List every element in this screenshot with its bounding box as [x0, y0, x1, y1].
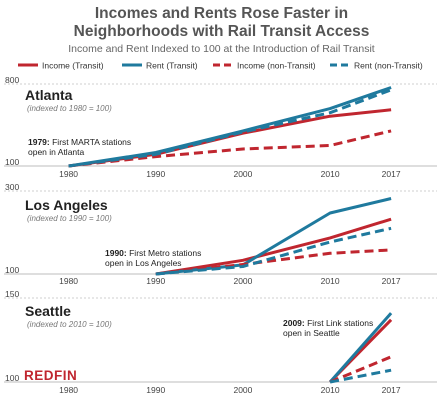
chart-title-line1: Incomes and Rents Rose Faster in [94, 5, 349, 22]
x-tick-label: 1980 [59, 385, 78, 395]
legend-label: Income (Transit) [42, 61, 104, 71]
annotation-line1: 1990: First Metro stations [105, 248, 201, 258]
x-tick-label: 2000 [233, 169, 252, 179]
x-tick-label: 2000 [233, 385, 252, 395]
x-tick-label: 1990 [146, 385, 165, 395]
x-tick-label: 1980 [59, 169, 78, 179]
x-tick-label: 1990 [146, 169, 165, 179]
y-tick-label: 100 [5, 373, 19, 383]
redfin-logo: REDFIN [24, 368, 77, 383]
y-tick-label: 300 [5, 182, 19, 192]
annotation-line2: open in Seattle [283, 328, 340, 338]
legend-label: Rent (Transit) [146, 61, 198, 71]
annotation-line2: open in Atlanta [28, 147, 85, 157]
annotation-line1: 2009: First Link stations [283, 318, 373, 328]
series-line [68, 88, 392, 168]
x-tick-label: 2017 [382, 169, 401, 179]
annotation-line1: 1979: First MARTA stations [28, 137, 131, 147]
annotation-line2: open in Los Angeles [105, 258, 182, 268]
y-tick-label: 150 [5, 289, 19, 299]
series-line [155, 217, 392, 276]
x-tick-label: 2010 [321, 276, 340, 286]
x-tick-label: 2010 [321, 385, 340, 395]
y-tick-label: 100 [5, 265, 19, 275]
series-line [328, 312, 393, 383]
series-line [68, 129, 392, 168]
y-tick-label: 100 [5, 157, 19, 167]
x-tick-label: 1980 [59, 276, 78, 286]
panel-title: Los Angeles [25, 197, 108, 213]
panel-title: Seattle [25, 303, 71, 319]
x-tick-label: 1990 [146, 276, 165, 286]
panel-subtitle: (indexed to 1990 = 100) [27, 214, 112, 223]
x-tick-label: 2000 [233, 276, 252, 286]
panel-subtitle: (indexed to 1980 = 100) [27, 104, 112, 113]
x-tick-label: 2017 [382, 276, 401, 286]
chart-title-line2: Neighborhoods with Rail Transit Access [73, 23, 370, 40]
series-line [329, 368, 392, 384]
series-line [155, 226, 392, 276]
x-tick-label: 2017 [382, 385, 401, 395]
series-line [68, 86, 392, 168]
panel-subtitle: (indexed to 2010 = 100) [27, 320, 112, 329]
y-tick-label: 800 [5, 75, 19, 85]
chart-subtitle: Income and Rent Indexed to 100 at the In… [68, 43, 375, 55]
series-line [329, 355, 392, 384]
legend-label: Income (non-Transit) [237, 61, 316, 71]
panel-title: Atlanta [25, 87, 73, 103]
x-tick-label: 2010 [321, 169, 340, 179]
legend-label: Rent (non-Transit) [354, 61, 423, 71]
